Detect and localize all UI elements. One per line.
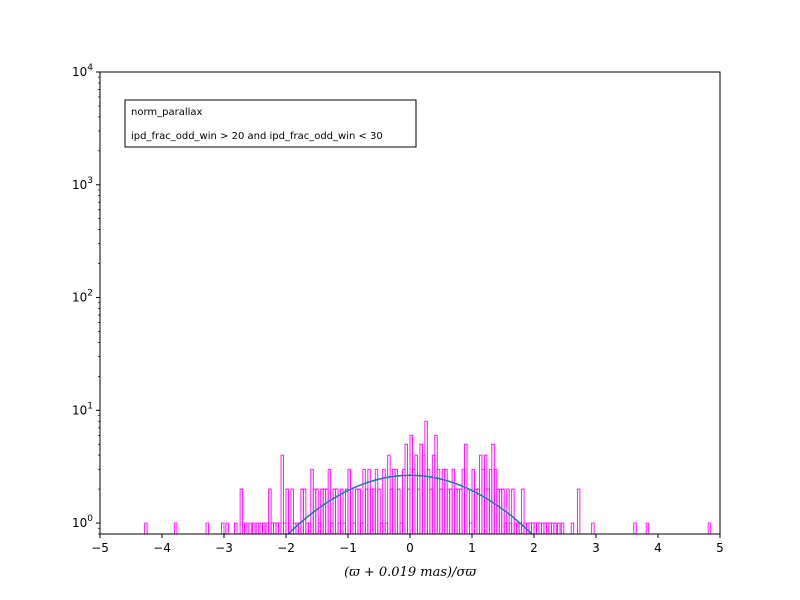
x-axis-label: (ϖ + 0.019 mas)/σϖ [344,565,476,580]
legend-box [124,99,417,148]
x-tick-label: 3 [592,541,600,555]
x-tick-label: 2 [530,541,538,555]
histogram-bar [315,488,319,534]
x-tick-label: −2 [277,541,295,555]
histogram-bar [335,488,339,534]
histogram-bar [248,522,252,534]
y-tick-label: 102 [72,289,93,305]
histogram-bar [244,522,248,534]
histogram-bar [144,522,148,534]
histogram-bar [377,488,381,534]
histogram-bar [557,522,561,534]
histogram-bar [261,522,266,534]
histogram-bars [144,420,712,534]
histogram-bar [205,522,209,534]
histogram-bar [511,488,515,534]
histogram-bar [255,522,260,534]
histogram-bar [553,522,557,534]
x-tick-label: 4 [654,541,662,555]
histogram-bar [501,488,505,534]
histogram-bar [239,488,244,534]
x-tick-label: 5 [716,541,724,555]
histogram-bar [302,488,307,534]
y-tick-label: 100 [72,514,93,530]
histogram-bar [591,522,595,534]
x-tick-label: −1 [339,541,357,555]
histogram-bar [225,522,229,534]
x-tick-label: 0 [406,541,414,555]
histogram-bar [382,468,386,534]
x-axis: −5 −4 −3 −2 −1 0 1 2 3 4 5 [91,534,724,555]
x-tick-label: −3 [215,541,233,555]
histogram-bar [285,488,289,534]
histogram-bar [576,488,581,534]
histogram-bar [645,522,650,534]
y-tick-label: 104 [72,63,93,79]
y-tick-label: 103 [72,176,93,192]
histogram-bar [570,522,575,534]
histogram-bar [633,522,637,534]
histogram-bar [173,522,178,534]
histogram-bar [707,522,712,534]
y-tick-label: 101 [72,401,93,417]
histogram-bar [357,488,361,534]
histogram-bar [340,488,344,534]
histogram-bar [234,522,238,534]
histogram-bar [397,488,401,534]
x-tick-label: −5 [91,541,109,555]
legend-line-1: norm_parallax [131,107,203,118]
histogram-bar [221,522,225,534]
legend-line-2: ipd_frac_odd_win > 20 and ipd_frac_odd_w… [131,131,383,142]
histogram-bar [280,454,284,534]
histogram-bar [560,522,565,534]
histogram-bar [290,488,294,534]
legend: norm_parallax ipd_frac_odd_win > 20 and … [124,99,417,148]
x-tick-label: 1 [468,541,476,555]
histogram-bar [521,488,525,534]
gaussian-fit-line [286,474,534,534]
y-axis: 100 101 102 103 104 [72,63,100,535]
x-tick-label: −4 [153,541,171,555]
histogram-bar [252,522,256,534]
histogram-bar [268,488,272,534]
